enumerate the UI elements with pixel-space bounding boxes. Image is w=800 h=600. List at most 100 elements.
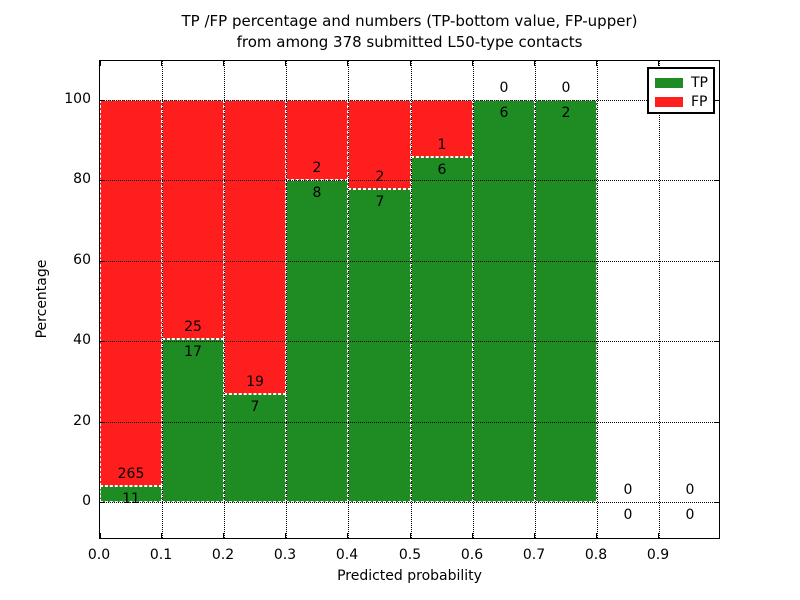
x-tick-mark — [410, 533, 411, 538]
gridline-x — [597, 61, 598, 538]
bar-segment-tp — [535, 100, 597, 502]
x-tick-mark — [472, 61, 473, 66]
bar-segment-tp — [411, 157, 473, 502]
bar-segment-tp — [100, 486, 162, 502]
y-tick-label: 60 — [73, 252, 91, 268]
bar-segment-tp — [162, 339, 224, 502]
legend-label-tp: TP — [691, 74, 708, 91]
x-tick-label: 0.0 — [87, 547, 111, 563]
bar-label-tp: 2 — [561, 105, 571, 121]
bar-segment-tp — [348, 189, 411, 502]
gridline-y — [100, 180, 719, 181]
y-tick-label: 40 — [73, 332, 91, 348]
x-tick-label: 0.5 — [398, 547, 422, 563]
bar-label-tp: 6 — [499, 105, 509, 121]
y-tick-mark — [100, 422, 105, 423]
x-tick-mark — [161, 533, 162, 538]
x-tick-mark — [658, 61, 659, 66]
x-tick-label: 0.7 — [522, 547, 546, 563]
x-tick-label: 0.4 — [335, 547, 359, 563]
y-tick-mark — [100, 100, 105, 101]
gridline-y — [100, 422, 719, 423]
gridline-y — [100, 502, 719, 503]
bar-label-fp: 0 — [623, 482, 633, 498]
y-tick-mark — [714, 341, 719, 342]
x-tick-label: 0.1 — [149, 547, 173, 563]
bar-segment-tp — [473, 100, 535, 502]
y-tick-mark — [714, 261, 719, 262]
chart-title-line2: from among 378 submitted L50-type contac… — [236, 33, 583, 51]
gridline-y — [100, 100, 719, 101]
y-tick-mark — [714, 502, 719, 503]
bar-label-tp: 0 — [685, 507, 695, 523]
bar-label-tp: 7 — [375, 194, 385, 210]
bar-label-tp: 11 — [122, 491, 140, 507]
gridline-x — [659, 61, 660, 538]
bar-label-fp: 2 — [312, 160, 322, 176]
y-tick-mark — [100, 341, 105, 342]
bar-label-fp: 19 — [246, 374, 264, 390]
y-tick-label: 80 — [73, 171, 91, 187]
x-tick-mark — [285, 61, 286, 66]
gridline-x — [411, 61, 412, 538]
x-tick-label: 0.6 — [460, 547, 484, 563]
chart-title-line1: TP /FP percentage and numbers (TP-bottom… — [181, 12, 638, 30]
x-tick-label: 0.9 — [646, 547, 670, 563]
bar-segment-fp — [224, 100, 286, 394]
legend-item-fp: FP — [655, 92, 708, 111]
bar-label-fp: 25 — [184, 319, 202, 335]
legend-label-fp: FP — [691, 93, 708, 110]
x-tick-mark — [347, 533, 348, 538]
y-tick-mark — [714, 422, 719, 423]
y-tick-mark — [100, 261, 105, 262]
bar-label-fp: 1 — [437, 137, 447, 153]
gridline-x — [286, 61, 287, 538]
y-tick-label: 100 — [64, 91, 91, 107]
x-tick-mark — [285, 533, 286, 538]
x-tick-mark — [534, 533, 535, 538]
y-tick-label: 20 — [73, 413, 91, 429]
bar-label-tp: 6 — [437, 162, 447, 178]
x-tick-mark — [596, 61, 597, 66]
chart-title: TP /FP percentage and numbers (TP-bottom… — [99, 11, 720, 53]
x-tick-mark — [161, 61, 162, 66]
x-tick-mark — [534, 61, 535, 66]
fp-color-swatch — [655, 96, 683, 107]
bar-label-tp: 8 — [312, 185, 322, 201]
gridline-x — [535, 61, 536, 538]
y-tick-mark — [100, 180, 105, 181]
y-tick-mark — [714, 180, 719, 181]
bar-label-fp: 0 — [561, 80, 571, 96]
gridline-y — [100, 341, 719, 342]
gridline-y — [100, 261, 719, 262]
gridline-x — [473, 61, 474, 538]
x-tick-mark — [410, 61, 411, 66]
x-tick-label: 0.2 — [211, 547, 235, 563]
bar-label-fp: 2 — [375, 169, 385, 185]
y-tick-label: 0 — [82, 493, 91, 509]
x-tick-mark — [658, 533, 659, 538]
x-tick-mark — [596, 533, 597, 538]
bar-segment-fp — [100, 100, 162, 486]
x-tick-mark — [347, 61, 348, 66]
gridline-x — [348, 61, 349, 538]
x-tick-label: 0.8 — [584, 547, 608, 563]
y-tick-mark — [714, 100, 719, 101]
x-tick-mark — [472, 533, 473, 538]
bar-label-fp: 265 — [117, 466, 145, 482]
bar-label-fp: 0 — [499, 80, 509, 96]
x-tick-mark — [223, 533, 224, 538]
y-axis-label: Percentage — [34, 259, 50, 339]
legend: TP FP — [647, 67, 715, 114]
plot-area: TP FP 265 11 25 17 19 7 2 8 2 7 1 6 0 6 0 2 0 0 0 0 — [99, 60, 720, 539]
legend-item-tp: TP — [655, 73, 708, 92]
bar-label-fp: 0 — [685, 482, 695, 498]
x-axis-label: Predicted probability — [337, 568, 482, 584]
bar-label-tp: 17 — [184, 344, 202, 360]
bar-segment-fp — [162, 100, 224, 339]
bar-segment-fp — [286, 100, 348, 180]
x-tick-mark — [100, 533, 101, 538]
tp-color-swatch — [655, 77, 683, 88]
x-tick-label: 0.3 — [273, 547, 297, 563]
